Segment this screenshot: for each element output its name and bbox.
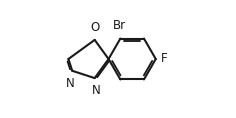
Text: N: N bbox=[92, 84, 100, 97]
Text: F: F bbox=[160, 53, 167, 65]
Text: N: N bbox=[66, 77, 74, 90]
Text: O: O bbox=[91, 21, 100, 34]
Text: Br: Br bbox=[113, 19, 126, 32]
